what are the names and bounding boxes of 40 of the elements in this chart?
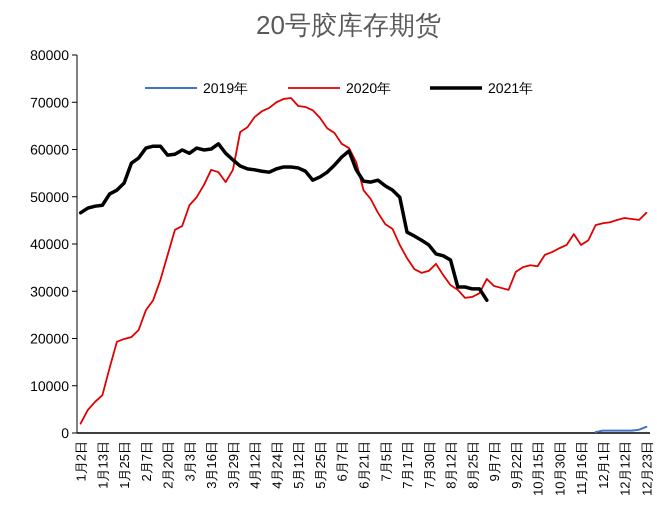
x-tick-label: 7月5日	[378, 441, 394, 482]
title: 20号胶库存期货	[256, 10, 441, 40]
y-tick-label: 80000	[30, 47, 70, 63]
x-tick-label: 4月24日	[269, 441, 284, 489]
x-tick-label: 11月16日	[574, 441, 590, 495]
x-tick-label: 12月12日	[618, 441, 633, 496]
x-tick-label: 6月21日	[356, 441, 372, 489]
legend-label: 2021年	[488, 80, 534, 96]
x-tick-label: 7月30日	[422, 441, 437, 489]
y-tick-label: 10000	[30, 378, 70, 394]
x-tick-label: 3月3日	[182, 441, 198, 482]
y-tick-label: 60000	[30, 142, 70, 158]
x-tick-label: 9月7日	[487, 441, 502, 482]
x-tick-label: 5月25日	[312, 441, 328, 489]
y-tick-label: 20000	[30, 330, 70, 346]
x-tick-label: 9月22日	[508, 441, 524, 489]
x-tick-label: 12月23日	[639, 441, 654, 496]
x-tick-label: 1月25日	[117, 441, 132, 489]
x-tick-label: 1月2日	[74, 441, 89, 482]
x-tick-label: 3月29日	[226, 441, 241, 489]
x-tick-label: 10月15日	[530, 441, 546, 496]
x-tick-label: 8月12日	[444, 441, 459, 489]
x-tick-label: 2月20日	[160, 441, 176, 489]
legend-label: 2019年	[203, 80, 248, 96]
x-tick-label: 7月17日	[400, 441, 416, 489]
x-tick-label: 6月7日	[334, 441, 350, 482]
legend-label: 2020年	[346, 80, 392, 96]
x-tick-label: 12月1日	[596, 441, 611, 489]
y-tick-label: 40000	[30, 236, 70, 252]
x-tick-label: 5月12日	[291, 441, 306, 489]
y-tick-label: 0	[61, 425, 70, 441]
y-tick-label: 70000	[30, 94, 70, 110]
y-tick-label: 50000	[30, 188, 70, 205]
x-tick-label: 4月12日	[248, 441, 263, 489]
x-tick-label: 2月7日	[138, 441, 154, 482]
x-tick-label: 3月16日	[204, 441, 220, 489]
x-tick-label: 10月30日	[552, 441, 568, 496]
x-tick-label: 1月13日	[95, 441, 110, 489]
x-tick-label: 8月25日	[465, 441, 480, 489]
y-tick-label: 30000	[30, 283, 70, 300]
